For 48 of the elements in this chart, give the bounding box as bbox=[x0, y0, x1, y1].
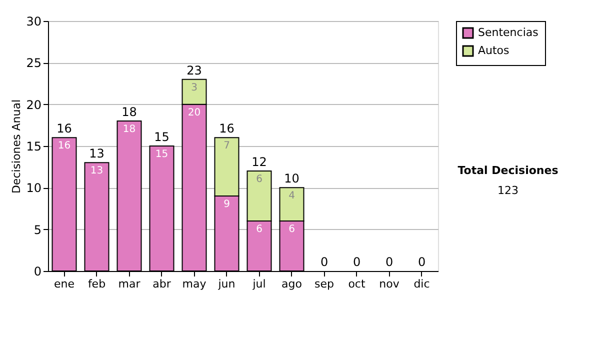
total-label: 0 bbox=[320, 255, 328, 269]
legend-label: Sentencias bbox=[478, 26, 539, 39]
total-label: 16 bbox=[219, 122, 234, 136]
x-tick-label: feb bbox=[88, 278, 106, 290]
x-tick-label: jun bbox=[217, 278, 236, 290]
x-tick-label: abr bbox=[152, 278, 172, 290]
total-label: 0 bbox=[385, 255, 394, 269]
y-tick-label: 10 bbox=[26, 181, 42, 196]
x-tick-label: mar bbox=[118, 278, 141, 290]
x-tick-label: may bbox=[182, 278, 207, 290]
data-label: 9 bbox=[224, 199, 230, 210]
x-tick-label: oct bbox=[348, 278, 366, 290]
y-tick-label: 0 bbox=[34, 264, 42, 278]
data-label: 15 bbox=[155, 149, 168, 160]
data-label: 6 bbox=[256, 174, 262, 185]
y-tick-label: 5 bbox=[34, 222, 42, 237]
data-label: 16 bbox=[58, 140, 71, 152]
data-label: 13 bbox=[90, 166, 104, 177]
x-tick-label: ene bbox=[54, 278, 75, 290]
total-label: 0 bbox=[352, 255, 361, 269]
data-label: 4 bbox=[288, 190, 295, 202]
data-label: 18 bbox=[122, 124, 136, 135]
data-label: 6 bbox=[256, 224, 262, 235]
y-tick-label: 30 bbox=[26, 14, 42, 28]
legend-label: Autos bbox=[478, 44, 510, 57]
x-tick-label: nov bbox=[379, 278, 400, 290]
x-tick-label: ago bbox=[282, 278, 302, 290]
y-tick-label: 20 bbox=[26, 98, 42, 112]
total-label: 10 bbox=[284, 172, 300, 186]
data-label: 6 bbox=[288, 224, 295, 235]
total-label: 12 bbox=[252, 155, 267, 169]
total-label: 18 bbox=[122, 105, 137, 119]
text: 123 bbox=[498, 184, 518, 197]
x-tick-label: jul bbox=[252, 278, 266, 290]
total-label: 23 bbox=[186, 63, 202, 78]
total-label: 0 bbox=[418, 255, 426, 269]
data-label: 20 bbox=[188, 107, 201, 118]
total-label: 15 bbox=[154, 130, 170, 144]
text: Total Decisiones bbox=[458, 164, 559, 177]
total-label: 13 bbox=[89, 146, 104, 161]
y-tick-label: 15 bbox=[26, 140, 42, 154]
y-axis-title: Decisiones Anual bbox=[10, 99, 24, 194]
x-tick-label: dic bbox=[414, 278, 430, 290]
data-label: 7 bbox=[224, 140, 230, 152]
y-tick-label: 25 bbox=[26, 56, 42, 70]
x-tick-label: sep bbox=[314, 278, 334, 290]
data-label: 3 bbox=[191, 82, 198, 94]
total-label: 16 bbox=[56, 122, 72, 136]
